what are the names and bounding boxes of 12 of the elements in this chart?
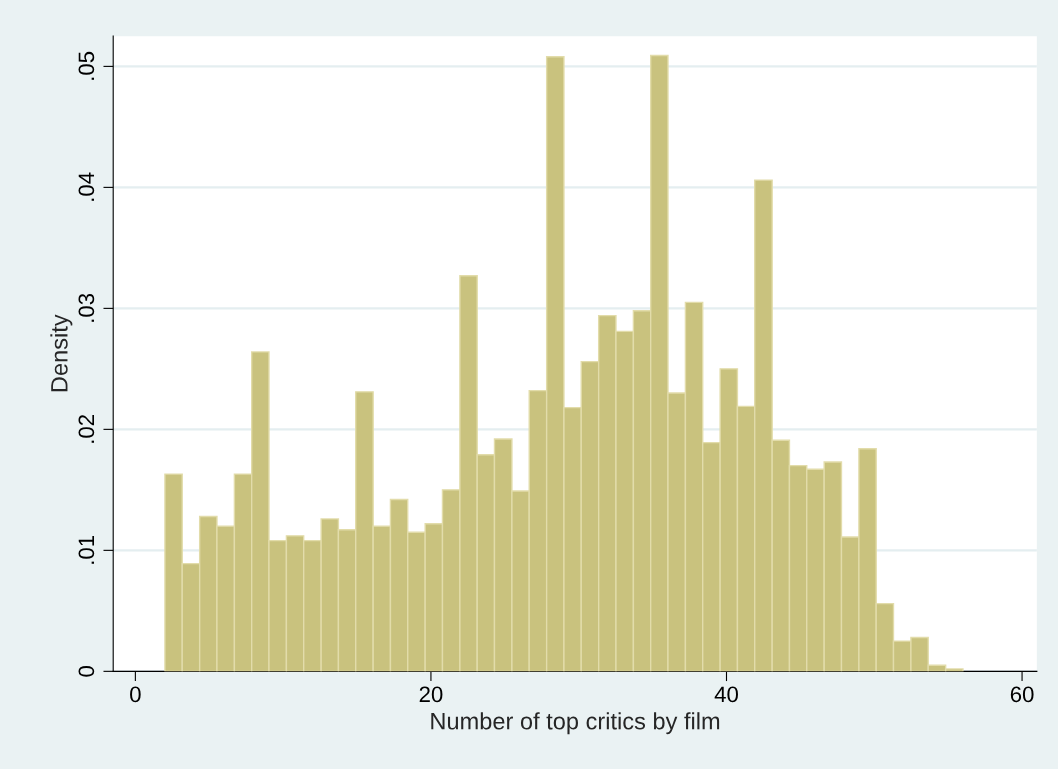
y-tick-label: .01 <box>78 535 95 564</box>
y-axis-title: Density <box>50 314 73 392</box>
y-tick-label: .04 <box>78 172 95 201</box>
y-tick-label: .05 <box>78 51 95 80</box>
y-tick-label: .03 <box>78 293 95 322</box>
x-tick-label: 20 <box>419 686 443 703</box>
y-tick-label: 0 <box>78 666 95 677</box>
x-axis-title: Number of top critics by film <box>431 712 720 735</box>
x-tick-label: 0 <box>130 686 141 703</box>
x-tick-label: 60 <box>1010 686 1034 703</box>
x-tick-label: 40 <box>714 686 738 703</box>
y-tick-label: .02 <box>78 415 95 443</box>
